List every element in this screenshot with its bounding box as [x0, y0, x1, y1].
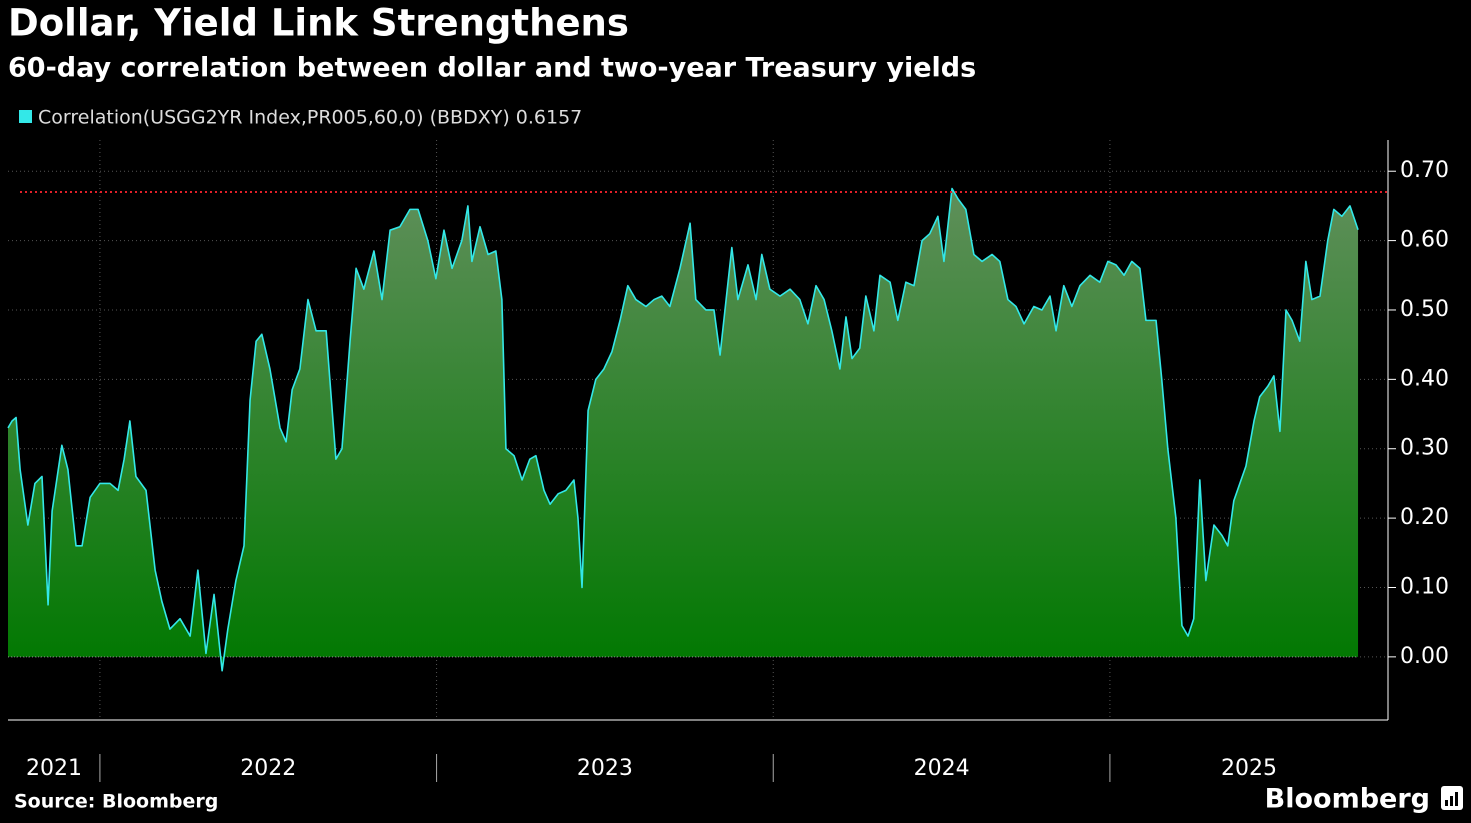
brand-icon: [1441, 786, 1463, 810]
y-tick-label: 0.20: [1400, 505, 1449, 530]
chart-title: Dollar, Yield Link Strengthens: [8, 2, 629, 45]
y-tick-label: 0.60: [1400, 228, 1449, 253]
y-tick-label: 0.50: [1400, 297, 1449, 322]
legend-label: Correlation(USGG2YR Index,PR005,60,0) (B…: [38, 107, 582, 129]
y-tick-label: 0.40: [1400, 366, 1449, 391]
y-tick-label: 0.00: [1400, 644, 1449, 669]
brand: Bloomberg: [1265, 784, 1430, 815]
chart-subtitle: 60-day correlation between dollar and tw…: [8, 53, 976, 84]
source: Source: Bloomberg: [14, 791, 218, 813]
line: [7, 187, 1359, 672]
x-tick-label: 2021: [26, 756, 82, 781]
y-tick-label: 0.30: [1400, 436, 1449, 461]
x-tick-label: 2025: [1221, 756, 1277, 781]
area: [8, 188, 1359, 671]
x-tick-label: 2024: [914, 756, 970, 781]
y-tick-label: 0.10: [1400, 574, 1449, 599]
y-tick-label: 0.70: [1400, 158, 1449, 183]
legend-swatch: [19, 110, 32, 123]
x-tick-label: 2023: [577, 756, 633, 781]
x-tick-label: 2022: [240, 756, 296, 781]
